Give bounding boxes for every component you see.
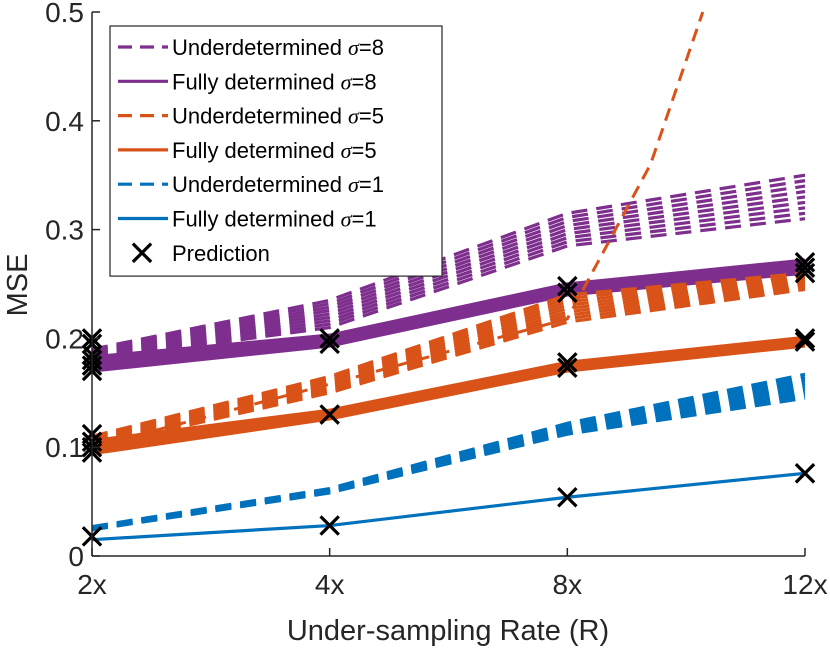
y-tick-label: 0.2 <box>45 323 84 354</box>
prediction-marker <box>557 282 578 303</box>
x-axis-label: Under-sampling Rate (R) <box>287 615 609 647</box>
legend: Underdetermined σ=8 Fully determined σ=8 Und… <box>109 25 443 277</box>
prediction-marker <box>319 404 340 425</box>
series-line <box>92 271 806 438</box>
series-line <box>92 285 806 448</box>
series-line <box>92 287 806 449</box>
series-line-outlier <box>92 11 705 449</box>
series-line <box>92 273 806 440</box>
prediction-marker <box>794 328 816 349</box>
series-line <box>92 277 806 442</box>
x-tick-label: 12x <box>782 569 827 600</box>
y-axis-label: MSE <box>2 254 34 317</box>
x-tick-label: 4x <box>315 569 345 600</box>
y-tick-label: 0.4 <box>45 106 84 137</box>
legend-entry: Underdetermined σ=1 <box>118 172 384 197</box>
prediction-marker <box>319 333 340 355</box>
y-tick-label: 0 <box>68 541 84 572</box>
series-line <box>92 279 806 444</box>
series-line <box>92 283 806 447</box>
prediction-marker <box>557 486 578 508</box>
prediction-marker <box>557 352 578 373</box>
y-tick-label: 0.5 <box>45 0 84 28</box>
series-line <box>92 335 806 443</box>
legend-entry: Underdetermined σ=8 <box>118 35 384 60</box>
series-line <box>92 372 806 529</box>
legend-label: Fully determined σ=5 <box>172 138 377 163</box>
legend-entry: Fully determined σ=1 <box>118 207 377 232</box>
series-lines <box>92 11 806 542</box>
legend-label: Fully determined σ=1 <box>172 207 377 232</box>
series-line <box>92 200 806 358</box>
x-tick-label: 8x <box>553 569 583 600</box>
legend-label: Underdetermined σ=5 <box>172 104 384 129</box>
series-line <box>92 211 806 361</box>
y-tick-label: 0.1 <box>45 432 84 463</box>
series-line <box>92 206 806 360</box>
prediction-marker <box>794 262 816 284</box>
legend-label: Underdetermined σ=1 <box>172 172 384 197</box>
series-line <box>92 281 806 445</box>
series-line <box>92 375 806 529</box>
series-line <box>92 275 806 441</box>
legend-entry: Underdetermined σ=5 <box>118 104 384 129</box>
prediction-marker <box>319 515 340 536</box>
axes <box>91 12 805 557</box>
series-line <box>92 184 806 354</box>
legend-label: Underdetermined σ=8 <box>172 35 384 60</box>
series-line <box>92 378 806 530</box>
prediction-marker <box>794 331 816 352</box>
series-line <box>92 258 806 359</box>
series-line <box>92 195 806 357</box>
series-line <box>92 179 806 353</box>
series-line <box>92 217 806 362</box>
x-tick-label: 2x <box>77 569 107 600</box>
y-tick-label: 0.3 <box>45 215 84 246</box>
prediction-marker <box>557 357 578 379</box>
legend-label: Prediction <box>172 241 270 266</box>
prediction-marker <box>319 328 340 349</box>
tick-marks: 0 0.1 0.2 0.3 0.4 0.5 2x 4x 8x 12x <box>45 0 828 600</box>
legend-entry: Fully determined σ=8 <box>118 69 377 94</box>
series-line <box>92 471 806 542</box>
series-line <box>92 189 806 355</box>
legend-prediction-marker <box>131 242 153 264</box>
legend-entry: Prediction <box>131 241 270 266</box>
prediction-marker <box>557 275 578 297</box>
legend-entry: Fully determined σ=5 <box>118 138 377 163</box>
prediction-marker <box>794 257 816 278</box>
legend-label: Fully determined σ=8 <box>172 69 377 94</box>
prediction-marker <box>794 463 816 484</box>
